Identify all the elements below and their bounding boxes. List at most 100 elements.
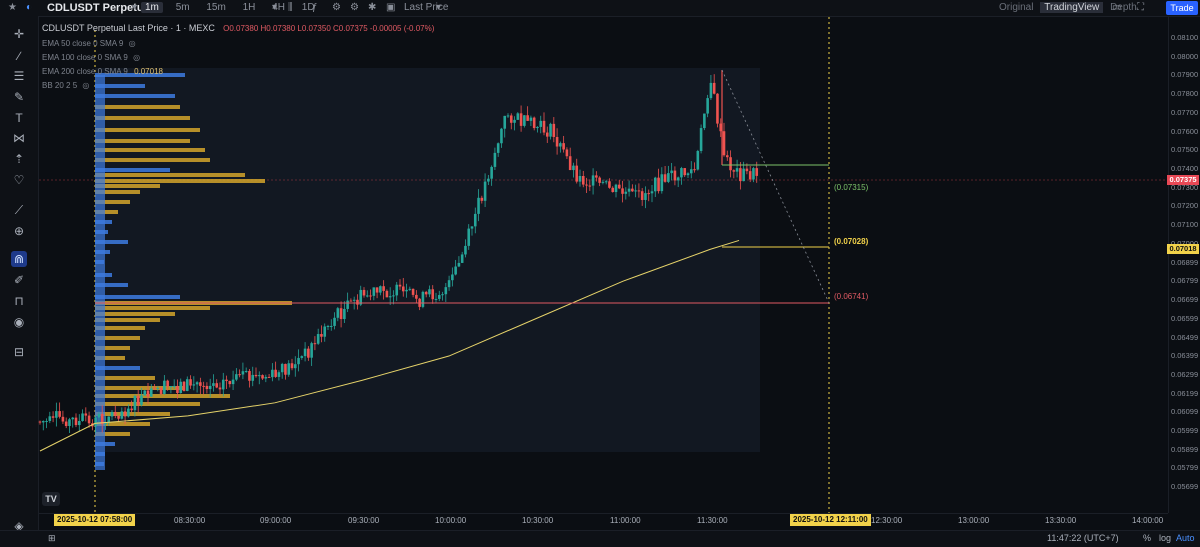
tab-original[interactable]: Original: [999, 2, 1034, 13]
candle-body: [624, 191, 628, 194]
text-icon[interactable]: T: [15, 111, 23, 125]
legend-title-row: CDLUSDT Perpetual Last Price · 1 · MEXC …: [42, 23, 434, 33]
pattern-icon[interactable]: ⋈: [13, 131, 25, 145]
tf-1m[interactable]: 1m: [141, 2, 163, 13]
percent-toggle[interactable]: %: [1143, 533, 1152, 543]
candle-body: [38, 421, 42, 423]
candle-body: [225, 379, 228, 382]
gear-icon[interactable]: ⚙: [332, 2, 341, 13]
candle-body: [431, 289, 435, 300]
candle-body: [473, 213, 477, 227]
eye-icon[interactable]: ◎: [128, 39, 136, 48]
y-tick-label: 0.06499: [1171, 332, 1199, 342]
chevron-down-icon[interactable]: ▾: [272, 2, 278, 13]
candle-body: [45, 420, 48, 422]
candle-body: [228, 381, 232, 385]
candle-body: [614, 184, 618, 193]
candle-body: [221, 379, 225, 390]
candle-body: [248, 371, 251, 381]
y-tick-label: 0.05999: [1171, 426, 1199, 436]
tab-tradingview[interactable]: TradingView: [1040, 2, 1104, 13]
volume-profile-bar: [95, 306, 210, 310]
symbol-name[interactable]: CDLUSDT Perpetual: [47, 2, 153, 14]
tf-15m[interactable]: 15m: [206, 2, 226, 13]
y-tick-label: 0.08000: [1171, 51, 1199, 61]
chevron-down-icon[interactable]: ▾: [436, 2, 442, 13]
forecast-icon[interactable]: ⇡: [13, 152, 25, 166]
time-axis[interactable]: [39, 513, 1168, 529]
candle-body: [388, 296, 392, 298]
layout-icon[interactable]: ▭: [1112, 2, 1122, 13]
ruler-icon[interactable]: ⟋: [14, 203, 24, 217]
chevron-down-icon[interactable]: ▾: [132, 2, 138, 13]
y-tick-label: 0.07000: [1171, 239, 1198, 248]
eye-icon[interactable]: ◎: [82, 81, 90, 90]
tf-4h[interactable]: 4H: [272, 2, 285, 13]
eye-icon[interactable]: ◎: [133, 53, 141, 62]
candle-body: [470, 226, 474, 229]
candle-body: [349, 300, 353, 302]
candle-body: [660, 174, 664, 192]
candle-body: [290, 363, 294, 369]
candle-body: [149, 388, 153, 397]
fullscreen-icon[interactable]: ⛶: [1137, 2, 1144, 13]
candle-body: [185, 379, 189, 391]
candle-body: [686, 173, 690, 176]
crosshair-icon[interactable]: ✛: [13, 27, 25, 41]
candle-body: [97, 413, 101, 418]
tf-1h[interactable]: 1H: [242, 2, 256, 13]
tab-depth[interactable]: Depth: [1110, 2, 1137, 13]
price-type-select[interactable]: Last Price: [404, 2, 449, 13]
legend-title: CDLUSDT Perpetual Last Price · 1 · MEXC: [42, 23, 215, 33]
ema200-label: EMA 200 close 0 SMA 9: [42, 67, 128, 76]
candle-body: [117, 415, 120, 419]
clock-readout[interactable]: 11:47:22 (UTC+7): [1047, 533, 1119, 543]
zoom-icon[interactable]: ⊕: [13, 224, 25, 238]
trend-line-icon[interactable]: ∕: [17, 49, 20, 63]
tf-5m[interactable]: 5m: [175, 2, 190, 13]
tf-1d[interactable]: 1D: [301, 2, 315, 13]
candle-body: [667, 173, 670, 182]
volume-profile-bar: [95, 116, 190, 120]
layers-icon[interactable]: ◈: [14, 519, 24, 533]
star-icon[interactable]: ★: [8, 2, 17, 13]
y-tick-label: 0.07300: [1171, 182, 1199, 192]
indicators-icon[interactable]: ƒ: [312, 2, 318, 13]
bulb-icon[interactable]: ✱: [368, 2, 377, 13]
pencil-lock-icon[interactable]: ✐: [13, 273, 25, 287]
candle-body: [454, 266, 457, 275]
eye-icon[interactable]: ◉: [13, 315, 25, 329]
candle-body: [562, 143, 565, 150]
volume-profile-bar: [95, 73, 185, 77]
settings-icon[interactable]: ⚙: [350, 2, 359, 13]
camera-icon[interactable]: ▣: [386, 2, 396, 13]
candle-body: [716, 93, 719, 124]
candle-body: [447, 280, 451, 288]
price-axis[interactable]: [1168, 17, 1200, 513]
candle-body: [202, 385, 205, 387]
candle-body: [235, 374, 238, 380]
candle-body: [575, 165, 579, 182]
level-label-green: (0.07315): [834, 183, 869, 192]
date-range-icon[interactable]: ⊞: [48, 533, 56, 543]
candle-body: [457, 262, 461, 267]
brush-icon[interactable]: ✎: [13, 90, 25, 104]
log-toggle[interactable]: log: [1159, 533, 1172, 543]
candle-body: [444, 287, 448, 295]
candle-body: [208, 385, 212, 390]
horizontal-lines-icon[interactable]: ☰: [13, 69, 25, 83]
lock-icon[interactable]: ⊓: [14, 294, 24, 308]
candle-body: [578, 175, 582, 182]
candle-body: [303, 348, 307, 357]
candle-body: [81, 413, 84, 421]
auto-toggle[interactable]: Auto: [1176, 533, 1195, 543]
candle-body: [172, 385, 176, 387]
trash-icon[interactable]: ⊟: [13, 345, 25, 359]
magnet-icon[interactable]: ⋒: [11, 251, 27, 267]
chart-area[interactable]: [39, 17, 1168, 513]
candle-body: [215, 383, 219, 388]
trade-button[interactable]: Trade: [1166, 1, 1198, 15]
candle-type-icon[interactable]: ⫼: [288, 2, 293, 13]
heart-icon[interactable]: ♡: [13, 173, 25, 187]
